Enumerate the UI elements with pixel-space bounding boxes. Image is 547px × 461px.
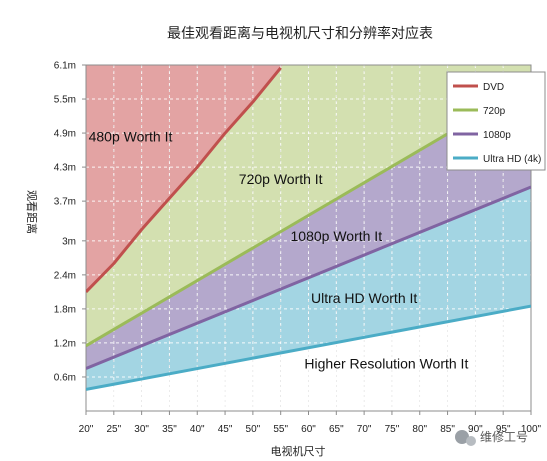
x-tick-label: 45": [218, 424, 233, 435]
legend-label: DVD: [483, 82, 504, 93]
x-tick-label: 55": [273, 424, 288, 435]
zone-annotation: 720p Worth It: [239, 171, 323, 187]
x-tick-label: 50": [246, 424, 261, 435]
x-tick-label: 75": [385, 424, 400, 435]
legend: DVD 720p 1080p Ultra HD (4k): [446, 71, 546, 171]
y-axis-label: 观看距离: [25, 190, 39, 234]
x-tick-label: 85": [440, 424, 455, 435]
y-tick-label: 5.5m: [54, 95, 76, 106]
plot-area: 0.6m 1.2m 1.8m 2.4m 3m 3.7m 4.3m 4.9m 5.5m 6.1m 20…: [54, 61, 542, 436]
x-tick-label: 100": [521, 424, 542, 435]
zone-annotation: Ultra HD Worth It: [311, 290, 417, 306]
y-tick-label: 3.7m: [54, 197, 76, 208]
watermark: 维修工号: [455, 429, 528, 446]
wechat-icon-small: [466, 436, 476, 446]
x-tick-label: 60": [301, 424, 316, 435]
legend-label: 1080p: [483, 130, 511, 141]
legend-label: Ultra HD (4k): [483, 154, 541, 165]
series-line-1080p: [86, 185, 531, 370]
x-tick-label: 30": [134, 424, 149, 435]
y-tick-label: 1.8m: [54, 304, 76, 315]
y-tick-label: 4.3m: [54, 163, 76, 174]
chart-title: 最佳观看距离与电视机尺寸和分辨率对应表: [167, 25, 433, 42]
zone-annotation: 1080p Worth It: [291, 228, 383, 244]
y-tick-label: 6.1m: [54, 61, 76, 72]
x-axis-label: 电视机尺寸: [271, 444, 326, 458]
x-tick-label: 95": [496, 424, 511, 435]
x-tick-label: 80": [412, 424, 427, 435]
y-tick-label: 1.2m: [54, 338, 76, 349]
zone-annotation: Higher Resolution Worth It: [304, 355, 468, 371]
x-axis-ticks: 20" 25" 30" 35" 40" 45" 50" 55" 60" 65" 70" 75" 80" 8…: [79, 411, 542, 435]
y-axis-ticks: 0.6m 1.2m 1.8m 2.4m 3m 3.7m 4.3m 4.9m 5.5m 6.1m: [54, 61, 86, 383]
x-tick-label: 20": [79, 424, 94, 435]
x-tick-label: 40": [190, 424, 205, 435]
series-line-ultra-hd-4k-: [86, 304, 531, 391]
x-tick-label: 65": [329, 424, 344, 435]
watermark-text: 维修工号: [480, 429, 528, 444]
annotations: 480p Worth It 720p Worth It 1080p Worth It…: [89, 129, 469, 372]
x-tick-label: 90": [468, 424, 483, 435]
wechat-icon: [455, 430, 469, 444]
legend-label: 720p: [483, 106, 506, 117]
x-tick-label: 35": [162, 424, 177, 435]
x-tick-label: 25": [106, 424, 121, 435]
y-tick-label: 3m: [62, 236, 76, 247]
zone-annotation: 480p Worth It: [89, 129, 173, 145]
series-line-dvd: [86, 66, 282, 293]
y-tick-label: 4.9m: [54, 129, 76, 140]
y-tick-label: 2.4m: [54, 270, 76, 281]
x-tick-label: 70": [357, 424, 372, 435]
y-tick-label: 0.6m: [54, 372, 76, 383]
legend-box: [446, 71, 546, 171]
